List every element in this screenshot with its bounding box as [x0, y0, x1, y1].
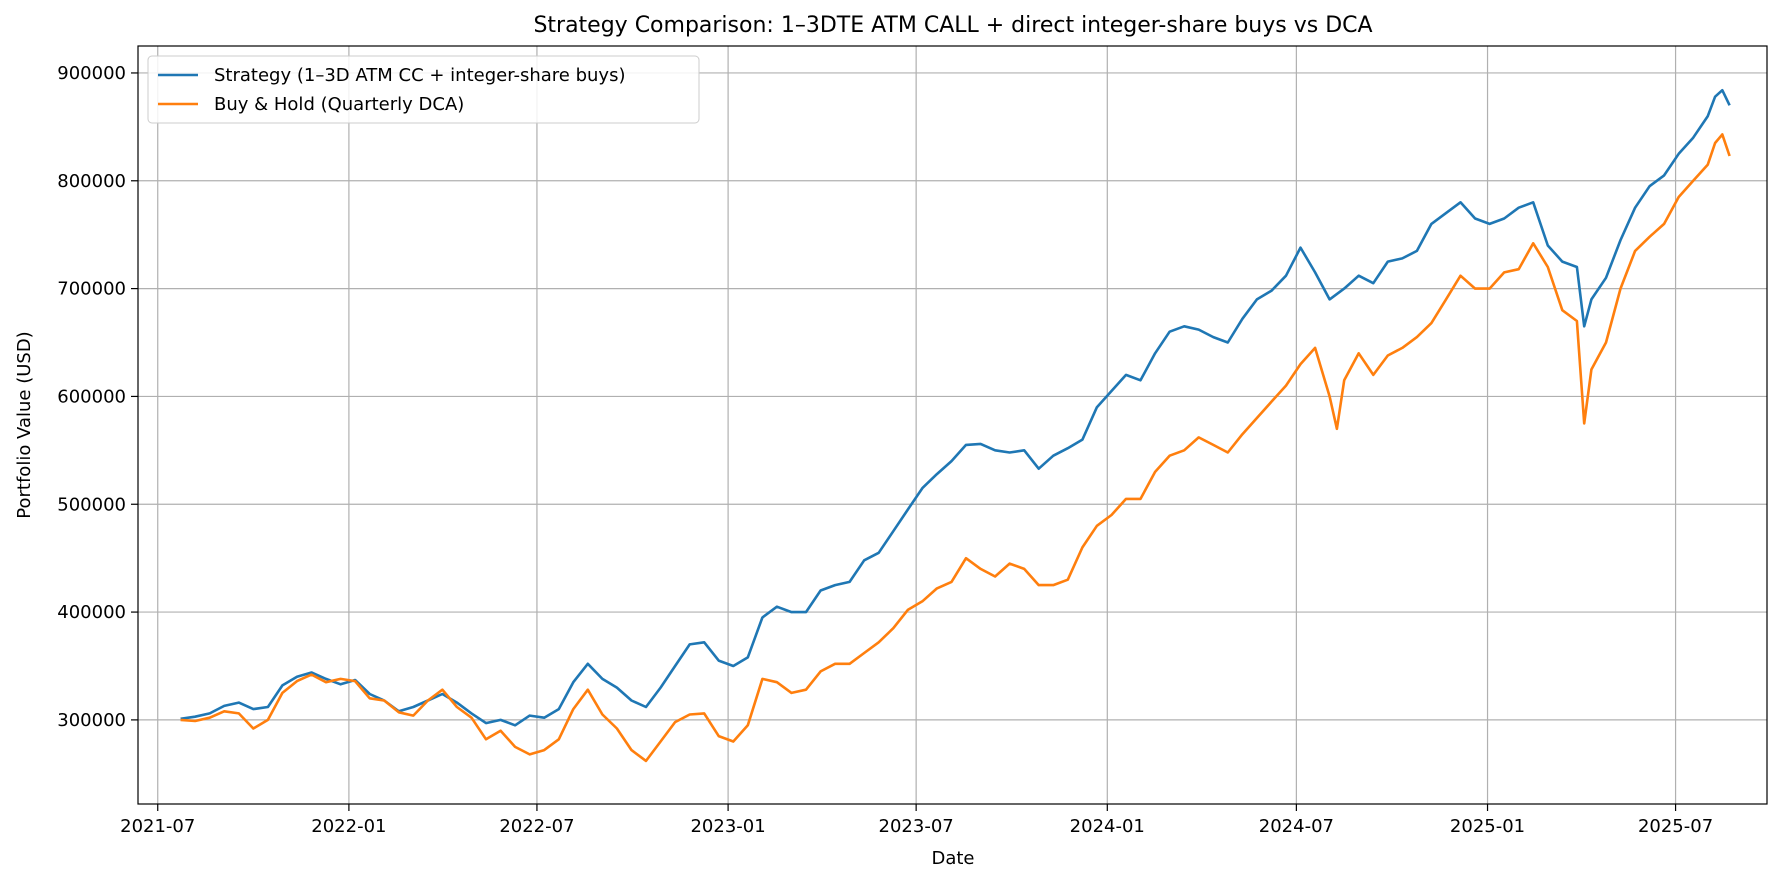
y-axis-label: Portfolio Value (USD) — [14, 331, 35, 518]
x-tick-label: 2022-01 — [311, 816, 386, 837]
y-tick-label: 700000 — [57, 279, 126, 300]
y-tick-label: 500000 — [57, 494, 126, 515]
x-tick-label: 2024-01 — [1070, 816, 1145, 837]
y-axis-ticks: 300000 400000 500000 600000 700000 800000 9000… — [57, 63, 138, 731]
y-tick-label: 900000 — [57, 63, 126, 84]
series-line-buy-hold — [180, 133, 1731, 763]
series-layer — [180, 88, 1731, 763]
x-tick-label: 2023-07 — [879, 816, 954, 837]
legend: Strategy (1–3D ATM CC + integer-share bu… — [147, 55, 700, 124]
y-tick-label: 300000 — [57, 710, 126, 731]
legend-label-strategy: Strategy (1–3D ATM CC + integer-share bu… — [214, 65, 625, 86]
legend-label-buy-hold: Buy & Hold (Quarterly DCA) — [214, 94, 464, 115]
x-tick-label: 2021-07 — [120, 816, 195, 837]
grid-lines — [138, 46, 1767, 804]
x-tick-label: 2025-01 — [1450, 816, 1525, 837]
series-line-strategy — [180, 88, 1731, 727]
chart-title: Strategy Comparison: 1–3DTE ATM CALL + d… — [533, 13, 1372, 38]
plot-frame — [137, 45, 1768, 805]
x-tick-label: 2023-01 — [690, 816, 765, 837]
y-tick-label: 400000 — [57, 602, 126, 623]
x-tick-label: 2024-07 — [1259, 816, 1334, 837]
x-axis-ticks: 2021-07 2022-01 2022-07 2023-01 2023-07 2024-… — [120, 804, 1713, 837]
x-axis-label: Date — [931, 848, 974, 869]
y-tick-label: 800000 — [57, 171, 126, 192]
x-tick-label: 2025-07 — [1638, 816, 1713, 837]
legend-box — [147, 55, 700, 124]
y-tick-label: 600000 — [57, 386, 126, 407]
x-tick-label: 2022-07 — [499, 816, 574, 837]
